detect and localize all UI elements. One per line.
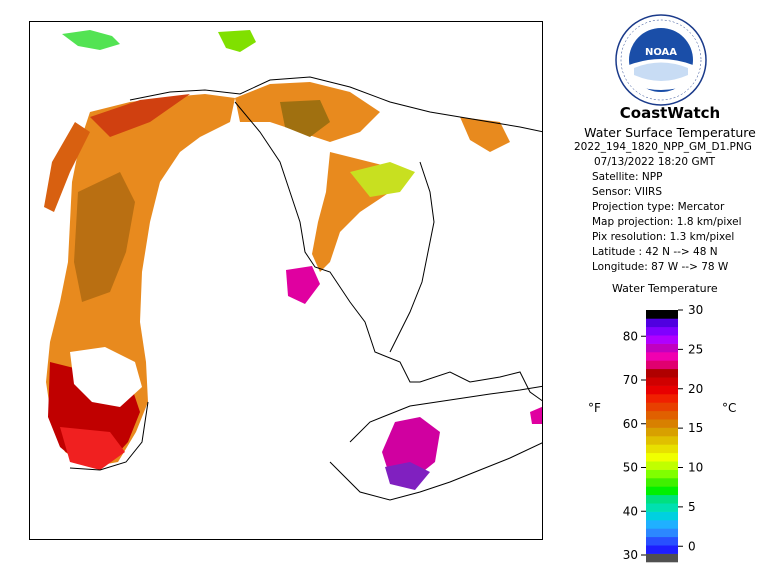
saginaw-bay xyxy=(286,266,320,304)
color-scale-swatch xyxy=(646,310,678,319)
celsius-tick-label: 15 xyxy=(688,421,703,435)
color-scale-swatch xyxy=(646,360,678,370)
color-scale-swatch xyxy=(646,520,678,529)
color-scale-swatch xyxy=(646,436,678,445)
lake-erie-purple xyxy=(385,462,430,490)
celsius-tick-label: 0 xyxy=(688,539,696,553)
color-scale-swatch xyxy=(646,410,678,420)
lake-huron-yellow xyxy=(350,162,415,197)
lake-michigan-cloud xyxy=(70,347,142,407)
michigan-lower-peninsula-coast xyxy=(234,101,542,402)
color-scale-swatch xyxy=(646,427,678,437)
fahrenheit-tick-label: 80 xyxy=(623,329,638,343)
lake-huron-north-dark xyxy=(280,100,330,137)
color-scale-swatch xyxy=(646,377,678,386)
color-scale-swatch xyxy=(646,419,678,428)
unit-fahrenheit-label: °F xyxy=(588,401,601,415)
michigan-west-coast xyxy=(69,401,149,471)
fahrenheit-ticks: 30 40 50 60 70 80 xyxy=(623,329,646,562)
lake-erie-north-shore xyxy=(349,385,542,443)
lake-huron-east-shore xyxy=(389,161,435,353)
color-scale-swatch xyxy=(646,402,678,412)
meta-filename: 2022_194_1820_NPP_GM_D1.PNG xyxy=(574,141,752,153)
northern-michigan-warm xyxy=(90,94,190,137)
meta-latitude: Latitude : 42 N --> 48 N xyxy=(592,246,718,258)
color-scale-swatch xyxy=(646,343,678,353)
color-scale-swatch xyxy=(646,494,678,504)
color-scale: 30 40 50 60 70 80 0 5 10 15 20 25 30 °F °C xyxy=(588,303,736,563)
color-scale-swatch xyxy=(646,452,678,462)
color-scale-swatch xyxy=(646,553,678,563)
fahrenheit-tick-label: 60 xyxy=(623,417,638,431)
meta-satellite: Satellite: NPP xyxy=(592,171,663,183)
fahrenheit-tick-label: 50 xyxy=(623,461,638,475)
celsius-tick-label: 10 xyxy=(688,461,703,475)
color-scale-swatch xyxy=(646,503,678,512)
green-bay xyxy=(44,122,90,212)
lake-michigan-south-tip xyxy=(60,427,125,470)
color-scale-swatch xyxy=(646,385,678,395)
color-scale-swatch xyxy=(646,461,678,470)
color-scale-swatch xyxy=(646,335,678,344)
meta-pix-resolution: Pix resolution: 1.3 km/pixel xyxy=(592,231,735,243)
meta-projection-type: Projection type: Mercator xyxy=(592,201,725,213)
color-scale-swatch xyxy=(646,394,678,403)
color-scale-swatch xyxy=(646,318,678,328)
fahrenheit-tick-label: 40 xyxy=(623,504,638,518)
product-title: Water Surface Temperature xyxy=(584,125,756,140)
lake-erie-south-shore xyxy=(329,442,542,501)
meta-datetime: 07/13/2022 18:20 GMT xyxy=(594,156,716,168)
color-scale-swatch xyxy=(646,536,678,546)
brand-title: CoastWatch xyxy=(619,104,721,122)
color-scale-bars xyxy=(646,310,678,563)
color-scale-swatch xyxy=(646,511,678,521)
lake-superior-fragment-2 xyxy=(218,30,256,52)
color-scale-swatch xyxy=(646,528,678,538)
lake-ontario-edge xyxy=(530,406,542,424)
svg-text:NOAA: NOAA xyxy=(645,47,677,58)
noaa-logo: NOAA xyxy=(615,14,707,106)
celsius-ticks: 0 5 10 15 20 25 30 xyxy=(678,303,703,553)
fahrenheit-tick-label: 30 xyxy=(623,548,638,562)
celsius-tick-label: 20 xyxy=(688,382,703,396)
map-panel xyxy=(29,21,543,540)
meta-map-projection: Map projection: 1.8 km/pixel xyxy=(592,216,742,228)
color-scale-swatch xyxy=(646,368,678,378)
celsius-tick-label: 30 xyxy=(688,303,703,317)
georgian-bay-area xyxy=(460,117,510,152)
lake-superior-fragment xyxy=(62,30,120,50)
color-scale-swatch xyxy=(646,486,678,496)
color-scale-swatch xyxy=(646,326,678,336)
lake-michigan-mid-bands xyxy=(74,172,135,302)
celsius-tick-label: 5 xyxy=(688,500,696,514)
fahrenheit-tick-label: 70 xyxy=(623,373,638,387)
unit-celsius-label: °C xyxy=(722,401,736,415)
color-scale-swatch xyxy=(646,545,678,554)
upper-peninsula-coast xyxy=(129,76,542,133)
celsius-tick-label: 25 xyxy=(688,342,703,356)
color-scale-swatch xyxy=(646,444,678,454)
meta-longitude: Longitude: 87 W --> 78 W xyxy=(592,261,729,273)
color-scale-swatch xyxy=(646,469,678,479)
meta-sensor: Sensor: VIIRS xyxy=(592,186,663,198)
sst-map xyxy=(44,30,542,501)
legend-title: Water Temperature xyxy=(612,282,718,295)
color-scale-swatch xyxy=(646,352,678,361)
color-scale-swatch xyxy=(646,478,678,487)
